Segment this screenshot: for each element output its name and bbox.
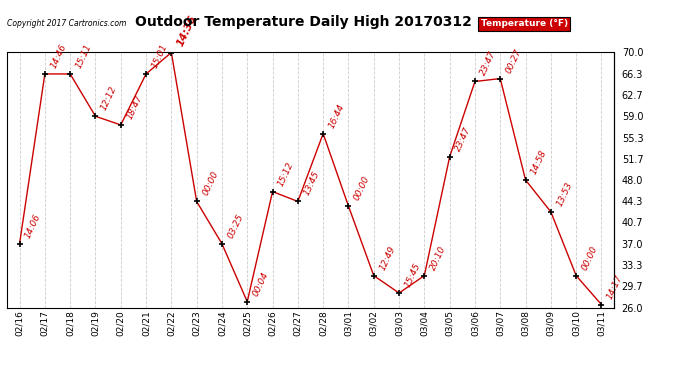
Text: 00:00: 00:00	[201, 170, 220, 197]
Text: 00:27: 00:27	[504, 47, 524, 74]
Text: Temperature (°F): Temperature (°F)	[480, 20, 568, 28]
Text: 15:12: 15:12	[277, 160, 296, 188]
Text: Outdoor Temperature Daily High 20170312: Outdoor Temperature Daily High 20170312	[135, 15, 472, 29]
Text: 16:44: 16:44	[327, 102, 346, 129]
Text: 23:47: 23:47	[479, 50, 498, 77]
Text: 03:25: 03:25	[226, 212, 245, 240]
Text: 14:17: 14:17	[606, 273, 624, 300]
Text: 14:06: 14:06	[23, 212, 43, 240]
Text: 18:47: 18:47	[125, 93, 144, 121]
Text: 13:45: 13:45	[302, 170, 321, 197]
Text: 15:45: 15:45	[403, 261, 422, 289]
Text: 00:00: 00:00	[580, 244, 600, 272]
Text: 15:11: 15:11	[75, 42, 93, 70]
Text: 23:47: 23:47	[454, 125, 473, 153]
Text: 14:46: 14:46	[49, 42, 68, 70]
Text: 12:49: 12:49	[378, 244, 397, 272]
Text: Copyright 2017 Cartronics.com: Copyright 2017 Cartronics.com	[7, 20, 126, 28]
Text: 14:58: 14:58	[530, 148, 549, 176]
Text: 00:00: 00:00	[353, 174, 372, 202]
Text: 13:53: 13:53	[555, 180, 574, 208]
Text: 14:36: 14:36	[175, 14, 199, 48]
Text: 15:01: 15:01	[150, 42, 169, 70]
Text: 20:10: 20:10	[428, 244, 448, 272]
Text: 00:04: 00:04	[251, 270, 270, 297]
Text: 12:12: 12:12	[99, 85, 119, 112]
